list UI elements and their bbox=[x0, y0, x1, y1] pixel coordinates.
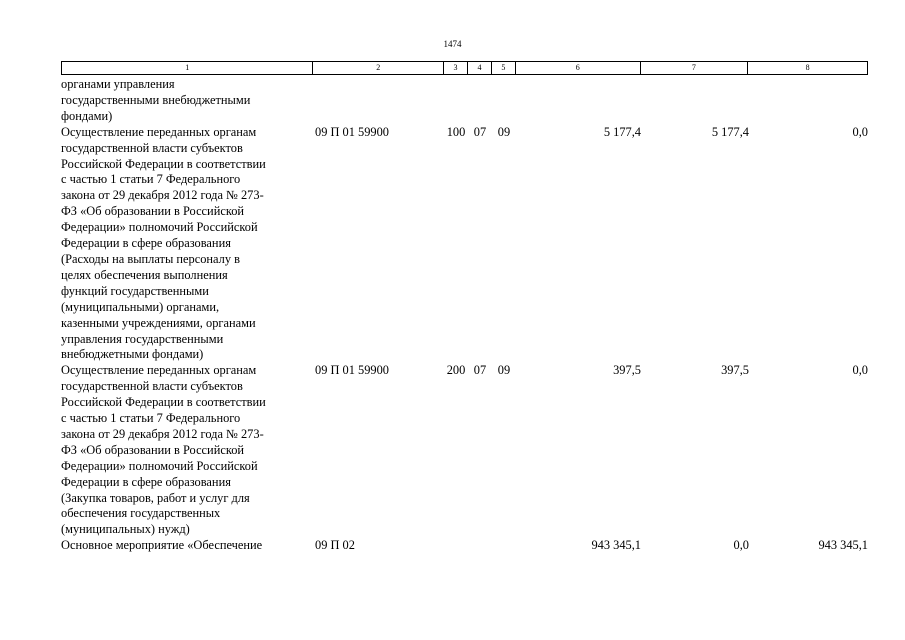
row-value-6 bbox=[516, 77, 641, 125]
table-row: органами управления государственными вне… bbox=[61, 77, 868, 125]
row-value-7: 397,5 bbox=[721, 363, 749, 378]
row-value-8: 0,0 bbox=[852, 124, 869, 139]
column-number-2: 2 bbox=[313, 62, 445, 74]
row-col3: 100 bbox=[446, 124, 466, 139]
row-name: Основное мероприятие «Обеспечение bbox=[61, 538, 263, 553]
page-number: 1474 bbox=[443, 39, 462, 49]
column-number-6: 6 bbox=[516, 62, 641, 74]
row-code bbox=[313, 77, 444, 125]
table-row: Осуществление переданных органам государ… bbox=[61, 363, 868, 538]
column-number-4: 4 bbox=[468, 62, 492, 74]
row-col3 bbox=[444, 538, 468, 554]
column-number-8: 8 bbox=[805, 63, 810, 72]
row-value-8: 943 345,1 bbox=[818, 538, 868, 553]
row-col3: 200 bbox=[446, 363, 466, 378]
row-value-6: 5 177,4 bbox=[603, 124, 641, 139]
row-col4 bbox=[468, 77, 492, 125]
row-col5 bbox=[492, 77, 516, 125]
row-value-6: 943 345,1 bbox=[591, 538, 641, 553]
row-value-7: 5 177,4 bbox=[711, 124, 749, 139]
row-value-7 bbox=[641, 77, 749, 125]
row-code: 09 П 01 59900 bbox=[315, 124, 389, 139]
row-col5: 09 bbox=[497, 124, 511, 139]
row-value-6: 397,5 bbox=[613, 363, 641, 378]
row-value-8 bbox=[749, 77, 868, 125]
table-column-numbers-header: 1 2 3 4 5 6 7 8 bbox=[61, 61, 868, 75]
row-name: Осуществление переданных органам государ… bbox=[61, 363, 266, 537]
row-col5: 09 bbox=[497, 363, 511, 378]
row-name: органами управления государственными вне… bbox=[61, 77, 251, 123]
table-row: Осуществление переданных органам государ… bbox=[61, 125, 868, 364]
table-body: органами управления государственными вне… bbox=[61, 77, 868, 554]
column-number-1: 1 bbox=[62, 62, 314, 74]
column-number-7: 7 bbox=[641, 62, 749, 74]
row-value-8: 0,0 bbox=[852, 363, 869, 378]
row-col4 bbox=[468, 538, 492, 554]
row-col4: 07 bbox=[473, 124, 487, 139]
row-name: Осуществление переданных органам государ… bbox=[61, 124, 266, 362]
row-code: 09 П 02 bbox=[315, 538, 355, 553]
row-col5 bbox=[492, 538, 516, 554]
row-col3 bbox=[444, 77, 468, 125]
column-number-3: 3 bbox=[444, 62, 468, 74]
row-code: 09 П 01 59900 bbox=[315, 363, 389, 378]
row-col4: 07 bbox=[473, 363, 487, 378]
table-row: Основное мероприятие «Обеспечение 09 П 0… bbox=[61, 538, 868, 554]
column-number-5: 5 bbox=[492, 62, 516, 74]
row-value-7: 0,0 bbox=[733, 538, 750, 553]
